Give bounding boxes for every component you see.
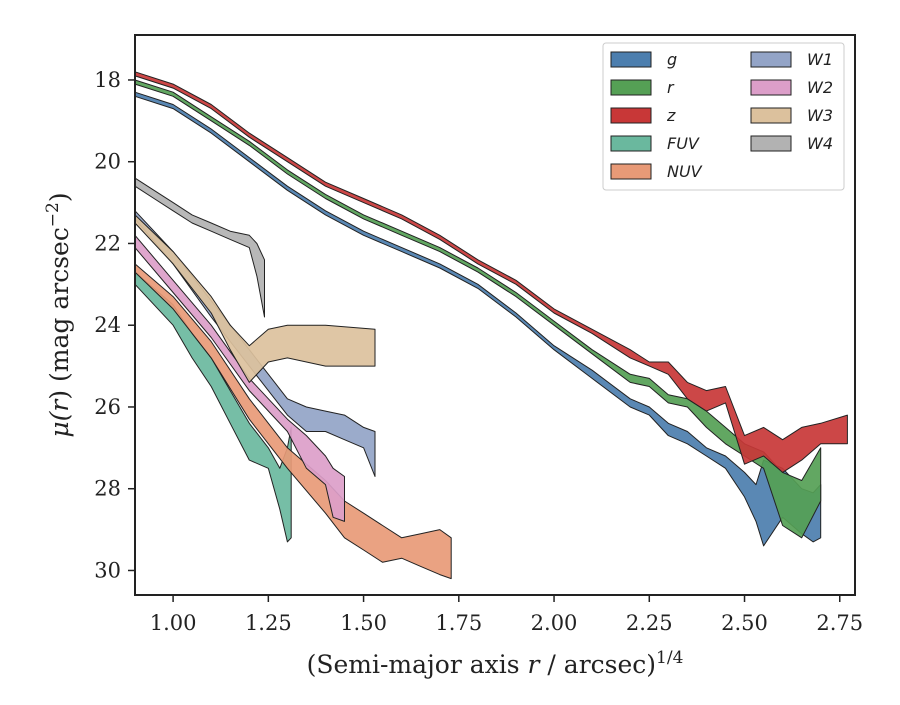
series-band-w3: [134, 214, 376, 383]
legend-label-r: r: [667, 78, 675, 97]
legend-items: grz FUV NUV W1 W2 W3 W4: [610, 50, 833, 181]
series-band-r: [134, 79, 822, 539]
legend-swatch-w4: [750, 135, 792, 152]
legend-swatch-nuv: [610, 163, 652, 180]
legend-label-nuv: NUV: [667, 162, 703, 181]
x-tick-label: 1.00: [150, 611, 197, 635]
x-tick-label: 2.25: [626, 611, 673, 635]
legend-swatch-w1: [750, 51, 792, 68]
y-axis-label: μ(r) (mag arcsec−2): [43, 192, 74, 437]
y-tick-label: 26: [94, 395, 121, 419]
legend-swatch-r: [610, 79, 652, 96]
legend: grz FUV NUV W1 W2 W3 W4: [602, 42, 845, 191]
y-tick-label: 20: [94, 150, 121, 174]
series-band-z: [134, 71, 848, 473]
series-layer: [134, 71, 848, 580]
legend-swatch-z: [610, 107, 652, 124]
legend-swatch-g: [610, 51, 652, 68]
legend-label-g: g: [667, 50, 677, 69]
legend-label-w3: W3: [807, 106, 833, 125]
x-tick-label: 1.25: [245, 611, 292, 635]
series-band-w4: [134, 177, 265, 318]
y-tick-label: 30: [94, 558, 121, 582]
legend-label-z: z: [666, 106, 676, 125]
x-tick-label: 2.50: [721, 611, 768, 635]
axis-layer: 1.00 1.25 1.50 1.75 2.00 2.25 2.50 2.75 18 20 22 24…: [94, 68, 863, 635]
legend-label-w4: W4: [807, 134, 833, 153]
legend-label-w2: W2: [807, 78, 833, 97]
legend-label-fuv: FUV: [667, 134, 700, 153]
x-axis-label: (Semi-major axis r / arcsec)1/4: [307, 648, 684, 679]
legend-label-w1: W1: [807, 50, 833, 69]
series-band-g: [134, 91, 822, 547]
y-tick-label: 28: [94, 477, 121, 501]
legend-swatch-fuv: [610, 135, 652, 152]
y-tick-label: 24: [94, 313, 121, 337]
x-tick-label: 1.75: [435, 611, 482, 635]
y-tick-label: 22: [94, 231, 121, 255]
legend-swatch-w3: [750, 107, 792, 124]
plot-frame: [134, 34, 856, 596]
x-tick-label: 2.75: [816, 611, 863, 635]
legend-swatch-w2: [750, 79, 792, 96]
x-tick-label: 1.50: [340, 611, 387, 635]
series-band-nuv: [134, 263, 452, 580]
y-tick-label: 18: [94, 68, 121, 92]
x-tick-label: 2.00: [531, 611, 578, 635]
